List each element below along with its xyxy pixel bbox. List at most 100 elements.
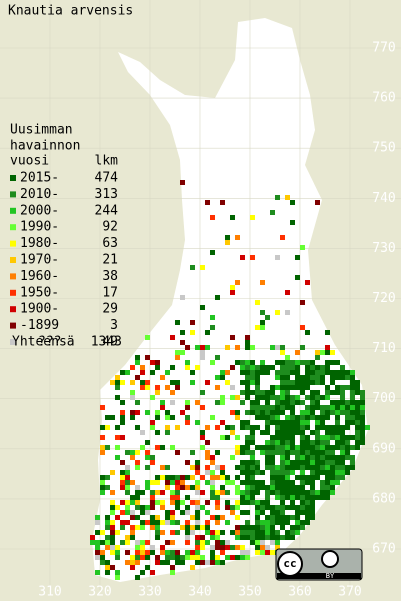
square bbox=[180, 510, 185, 515]
square bbox=[340, 450, 345, 455]
square bbox=[235, 545, 240, 550]
square bbox=[200, 490, 205, 495]
square bbox=[165, 540, 170, 545]
square bbox=[320, 440, 325, 445]
square bbox=[340, 365, 345, 370]
square bbox=[255, 485, 260, 490]
square bbox=[300, 475, 305, 480]
square bbox=[95, 530, 100, 535]
square bbox=[170, 390, 175, 395]
square bbox=[315, 200, 320, 205]
square bbox=[195, 540, 200, 545]
square bbox=[300, 430, 305, 435]
square bbox=[330, 460, 335, 465]
square bbox=[205, 330, 210, 335]
square bbox=[265, 390, 270, 395]
square bbox=[285, 460, 290, 465]
square bbox=[245, 495, 250, 500]
square bbox=[195, 345, 200, 350]
square bbox=[265, 420, 270, 425]
square bbox=[225, 520, 230, 525]
observation-squares bbox=[90, 180, 370, 580]
square bbox=[300, 495, 305, 500]
square bbox=[310, 415, 315, 420]
square bbox=[215, 475, 220, 480]
square bbox=[155, 385, 160, 390]
square bbox=[330, 465, 335, 470]
square bbox=[145, 410, 150, 415]
square bbox=[180, 180, 185, 185]
square bbox=[120, 370, 125, 375]
square bbox=[220, 470, 225, 475]
square bbox=[250, 370, 255, 375]
square bbox=[300, 445, 305, 450]
square bbox=[255, 400, 260, 405]
square bbox=[310, 450, 315, 455]
legend-count: 474 bbox=[95, 171, 119, 186]
square bbox=[320, 450, 325, 455]
square bbox=[260, 405, 265, 410]
square bbox=[175, 485, 180, 490]
square bbox=[120, 470, 125, 475]
square bbox=[170, 380, 175, 385]
square bbox=[200, 535, 205, 540]
legend-heading: Uusimman bbox=[10, 123, 73, 138]
square bbox=[325, 460, 330, 465]
square bbox=[275, 470, 280, 475]
square bbox=[295, 515, 300, 520]
square bbox=[170, 400, 175, 405]
total-label: Yhteensä bbox=[12, 335, 75, 350]
square bbox=[165, 385, 170, 390]
square bbox=[280, 515, 285, 520]
square bbox=[305, 435, 310, 440]
square bbox=[325, 475, 330, 480]
square bbox=[260, 445, 265, 450]
square bbox=[130, 560, 135, 565]
square bbox=[350, 410, 355, 415]
square bbox=[335, 465, 340, 470]
square bbox=[255, 325, 260, 330]
square bbox=[295, 275, 300, 280]
square bbox=[285, 360, 290, 365]
square bbox=[285, 390, 290, 395]
square bbox=[260, 470, 265, 475]
square bbox=[275, 395, 280, 400]
square bbox=[275, 540, 280, 545]
square bbox=[190, 475, 195, 480]
square bbox=[190, 450, 195, 455]
square bbox=[290, 365, 295, 370]
square bbox=[120, 380, 125, 385]
square bbox=[270, 455, 275, 460]
square bbox=[160, 500, 165, 505]
square bbox=[255, 530, 260, 535]
square bbox=[215, 505, 220, 510]
square bbox=[280, 440, 285, 445]
square bbox=[150, 480, 155, 485]
square bbox=[225, 490, 230, 495]
square bbox=[310, 395, 315, 400]
square bbox=[310, 515, 315, 520]
square bbox=[335, 430, 340, 435]
square bbox=[115, 530, 120, 535]
square bbox=[135, 490, 140, 495]
square bbox=[340, 440, 345, 445]
square bbox=[300, 420, 305, 425]
square bbox=[120, 500, 125, 505]
square bbox=[190, 465, 195, 470]
square bbox=[300, 450, 305, 455]
square bbox=[125, 480, 130, 485]
square bbox=[280, 380, 285, 385]
square bbox=[130, 415, 135, 420]
square bbox=[160, 465, 165, 470]
square bbox=[310, 400, 315, 405]
square bbox=[175, 520, 180, 525]
square bbox=[295, 445, 300, 450]
square bbox=[240, 490, 245, 495]
square bbox=[215, 490, 220, 495]
square bbox=[255, 405, 260, 410]
square bbox=[210, 555, 215, 560]
square bbox=[255, 540, 260, 545]
square bbox=[200, 475, 205, 480]
square bbox=[215, 515, 220, 520]
square bbox=[285, 475, 290, 480]
